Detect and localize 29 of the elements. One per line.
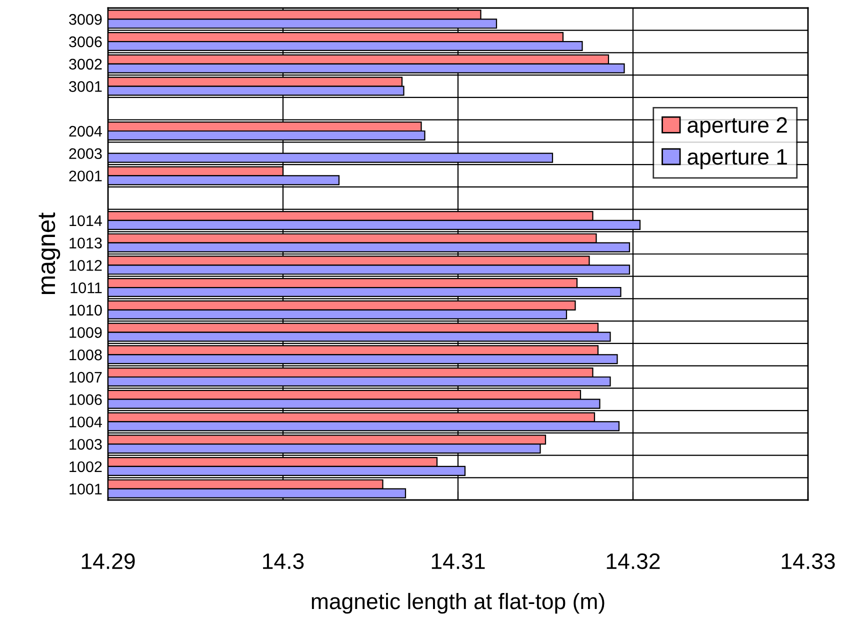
y-tick-label: 2004 [69, 126, 102, 137]
y-tick-label: 1007 [70, 372, 102, 383]
y-tick-label: 1008 [70, 350, 102, 360]
legend-label: aperture 1 [688, 149, 787, 170]
y-axis-title: magnet [38, 212, 60, 294]
x-tick-label: 14.33 [782, 553, 835, 570]
y-tick-label: 3009 [69, 14, 102, 25]
y-tick-label: 1013 [70, 238, 102, 249]
y-tick-label: 3002 [69, 58, 102, 70]
y-tick-label: 1003 [70, 438, 102, 450]
x-tick-label: 14.29 [82, 553, 135, 570]
y-tick-label: 1009 [70, 327, 102, 338]
y-tick-label: 3001 [69, 81, 102, 92]
y-tick-label: 1004 [70, 416, 102, 428]
y-tick-label: 1006 [70, 394, 102, 406]
x-tick-label: 14.3 [263, 553, 304, 570]
y-tick-label: 3006 [69, 36, 102, 48]
y-tick-label: 1011 [70, 282, 102, 294]
y-tick-label: 1010 [70, 304, 102, 316]
y-tick-label: 2001 [69, 170, 102, 182]
y-tick-label: 1001 [70, 484, 102, 495]
x-tick-label: 14.31 [432, 553, 485, 570]
legend-label: aperture 2 [688, 117, 787, 138]
y-tick-label: 1002 [70, 461, 102, 472]
x-axis-title: magnetic length at flat-top (m) [312, 592, 604, 614]
y-tick-label: 1014 [70, 215, 102, 226]
y-tick-label: 1012 [70, 260, 102, 271]
x-tick-label: 14.32 [606, 553, 660, 570]
y-tick-label: 2003 [69, 148, 102, 160]
